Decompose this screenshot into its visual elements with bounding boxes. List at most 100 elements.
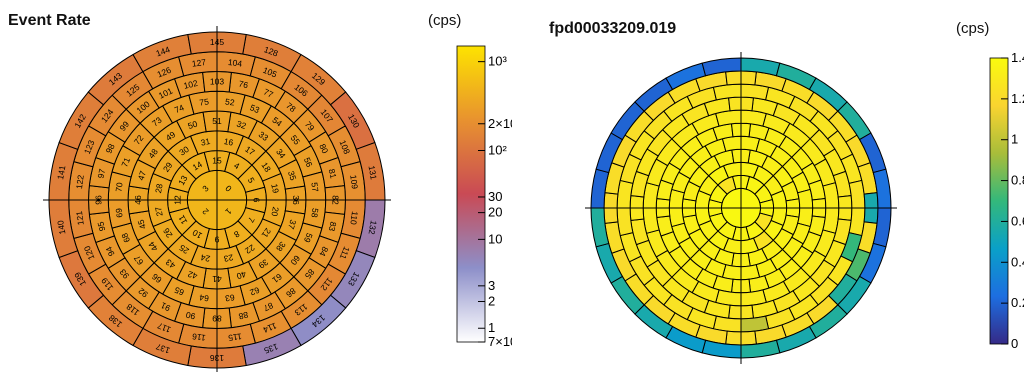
pixel-id-label: 65 (173, 285, 186, 298)
pixel-id-label: 111 (338, 245, 352, 261)
colorbar (989, 57, 1009, 345)
pixel-id-label: 28 (153, 183, 165, 194)
pixel-id-label: 94 (103, 245, 116, 258)
pixel-id-label: 47 (136, 169, 149, 181)
pixel-id-label: 24 (200, 252, 211, 264)
pixel-id-label: 81 (327, 168, 339, 180)
pixel-id-label: 4 (232, 160, 241, 171)
pixel-id-label: 3 (200, 183, 211, 194)
pixel-id-label: 0 (223, 183, 234, 194)
pixel-id-label: 75 (199, 96, 210, 107)
pixel-id-label: 131 (367, 165, 379, 181)
pixel-id-label: 13 (176, 173, 190, 186)
pixel-id-label: 63 (224, 292, 235, 303)
pixel-id-label: 71 (119, 156, 132, 169)
pixel-id-label: 116 (191, 331, 206, 343)
pixel-id-label: 90 (185, 310, 197, 322)
pixel-id-label: 59 (302, 232, 315, 245)
pixel-id-label: 115 (227, 331, 242, 343)
pixel-id-label: 114 (262, 321, 279, 336)
pixel-id-label: 42 (186, 269, 198, 282)
pixel-id-label: 74 (173, 102, 186, 115)
colorbar-tick-label: 30 (488, 189, 502, 204)
pixel-id-label: 80 (317, 142, 330, 155)
colorbar-tick-label: 2×10² (488, 116, 512, 131)
pixel-id-label: 135 (262, 341, 279, 355)
colorbar (456, 45, 486, 343)
colorbar-tick-label: 3 (488, 278, 495, 293)
chart-title: Event Rate (8, 12, 91, 29)
pixel-id-label: 10 (190, 227, 203, 241)
pixel-map: 0123456789101112131415161718192021222324… (48, 31, 386, 369)
pixel-id-label: 53 (249, 102, 262, 115)
pixel-id-label: 83 (327, 221, 339, 233)
pixel-id-label: 32 (235, 119, 247, 132)
pixel-id-label: 91 (159, 300, 172, 313)
pixel-id-label: 84 (317, 245, 330, 258)
colorbar-tick-label: 0 (1011, 336, 1018, 351)
colorbar-tick-label: 2 (488, 293, 495, 308)
colorbar-unit-label: (cps) (428, 12, 462, 29)
pixel-id-label: 68 (119, 231, 132, 244)
pixel-id-label: 122 (74, 174, 86, 190)
pixel-id-label: 132 (367, 220, 379, 236)
pixel-id-label: 87 (262, 300, 275, 313)
pixel-id-label: 40 (235, 269, 247, 282)
pixel-id-label: 2 (200, 206, 211, 217)
colorbar-tick-label: 1.2 (1011, 91, 1024, 106)
pixel-id-label: 56 (302, 156, 315, 169)
colorbar-tick-label: 1 (488, 320, 495, 335)
fpd-map: 1.4 1.2 1 0.8 0.6 0.4 0.2 0 (585, 50, 1024, 364)
colorbar-tick-label: 10² (488, 143, 507, 158)
pixel-id-label: 14 (191, 159, 204, 173)
pixel-id-label: 23 (223, 252, 234, 264)
pixel-id-label: 35 (286, 170, 299, 182)
pixel-id-label: 110 (348, 211, 360, 226)
pixel-id-label: 58 (309, 208, 320, 219)
colorbar-tick-label: 7×10⁻¹ (488, 334, 512, 349)
pixel-id-label: 141 (55, 164, 67, 180)
pixel-id-label: 7 (246, 215, 257, 224)
event-rate-map: 0123456789101112131415161718192021222324… (43, 26, 512, 372)
colorbar-tick-label: 0.4 (1011, 254, 1024, 269)
pixel-id-label: 127 (191, 57, 207, 69)
pixel-id-label: 140 (55, 219, 67, 235)
pixel-id-label: 97 (95, 168, 107, 180)
pixel-id-label: 45 (136, 218, 149, 230)
colorbar-tick-label: 0.6 (1011, 213, 1024, 228)
pixel-id-label: 144 (155, 44, 172, 58)
chart-title: fpd00033209.019 (549, 20, 677, 37)
pixel-id-label: 88 (237, 310, 249, 322)
pixel-id-label: 37 (286, 218, 299, 230)
pixel-id-label: 137 (154, 341, 171, 355)
colorbar-tick-label: 20 (488, 205, 502, 220)
colorbar-unit-label: (cps) (956, 20, 990, 37)
colorbar-tick-label: 1.4 (1011, 50, 1024, 65)
pixel-id-label: 77 (262, 87, 275, 100)
pixel-id-label: 31 (200, 136, 211, 148)
pixel-id-label: 102 (183, 78, 199, 91)
pixel-id-label: 70 (113, 181, 124, 192)
pixel-id-label: 98 (104, 142, 117, 155)
pixel-id-label: 109 (348, 174, 360, 190)
pixel-id-label: 95 (95, 220, 107, 232)
pixel-id-label: 52 (225, 96, 236, 107)
pixel-id-label: 117 (156, 321, 173, 336)
colorbar-tick-label: 10³ (488, 54, 507, 69)
pixel-id-label: 62 (248, 285, 261, 298)
pixel-id-label: 64 (198, 292, 209, 303)
pixel-id-label: 1 (223, 206, 234, 217)
pixel-id-label: 121 (74, 210, 86, 226)
colorbar-tick-label: 0.8 (1011, 173, 1024, 188)
colorbar-tick-label: 10 (488, 231, 502, 246)
fpd-panel: fpd00033209.019 (cps) 1.4 1.2 1 0.8 0.6 0.4 0.… (512, 0, 1024, 372)
colorbar-tick-label: 0.2 (1011, 295, 1024, 310)
event-rate-panel: Event Rate (cps) 01234567891011121314151… (8, 12, 512, 372)
pixel-id-label: 8 (232, 229, 241, 240)
pixel-id-label: 20 (269, 206, 281, 217)
pixel-id-label: 19 (269, 183, 281, 194)
pixel-id-label: 57 (309, 182, 320, 193)
pixel-id-label: 128 (263, 44, 280, 58)
pixel-id-label: 76 (238, 78, 250, 90)
pixel-id-label: 16 (223, 136, 234, 148)
